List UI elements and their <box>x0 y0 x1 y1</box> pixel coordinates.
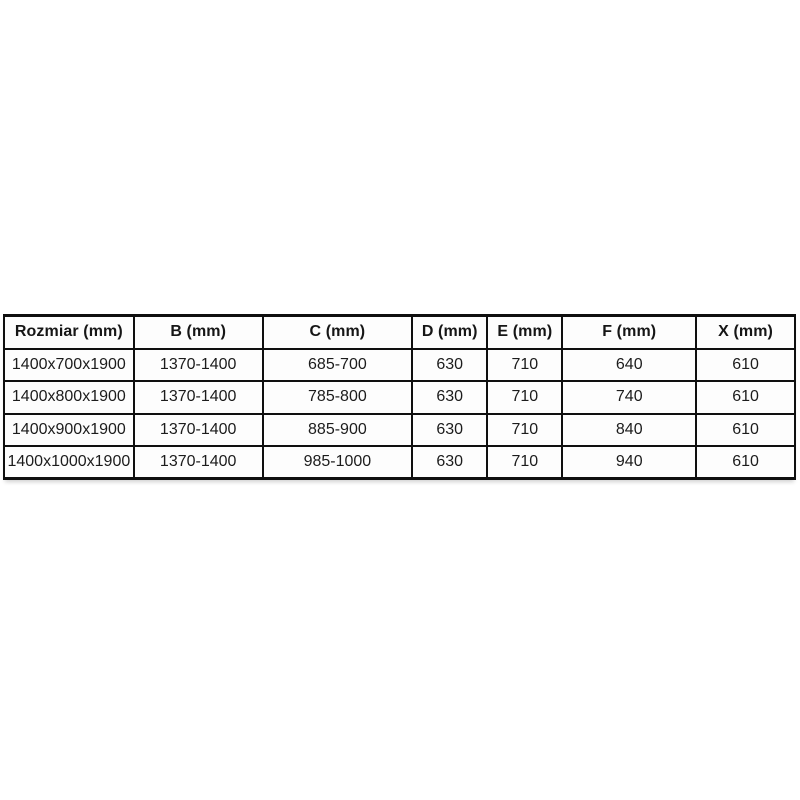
cell-d: 630 <box>411 347 489 382</box>
table-header: Rozmiar (mm) B (mm) C (mm) D (mm) E (mm)… <box>3 314 796 350</box>
cell-e: 710 <box>486 412 564 447</box>
cell-f: 740 <box>561 380 698 415</box>
table-row: 1400x800x1900 1370-1400 785-800 630 710 … <box>3 380 796 415</box>
spec-table-container: Rozmiar (mm) B (mm) C (mm) D (mm) E (mm)… <box>3 314 796 480</box>
cell-rozmiar: 1400x800x1900 <box>3 380 135 415</box>
cell-rozmiar: 1400x700x1900 <box>3 347 135 382</box>
cell-x: 610 <box>695 380 796 415</box>
table-row: 1400x900x1900 1370-1400 885-900 630 710 … <box>3 412 796 447</box>
cell-c: 685-700 <box>261 347 414 382</box>
column-header-c: C (mm) <box>261 314 414 350</box>
cell-e: 710 <box>486 445 564 480</box>
column-header-e: E (mm) <box>486 314 564 350</box>
column-header-rozmiar: Rozmiar (mm) <box>3 314 135 350</box>
cell-c: 785-800 <box>261 380 414 415</box>
table-row: 1400x1000x1900 1370-1400 985-1000 630 71… <box>3 445 796 480</box>
cell-b: 1370-1400 <box>132 347 264 382</box>
cell-d: 630 <box>411 380 489 415</box>
column-header-d: D (mm) <box>411 314 489 350</box>
cell-c: 885-900 <box>261 412 414 447</box>
cell-e: 710 <box>486 347 564 382</box>
cell-x: 610 <box>695 412 796 447</box>
cell-b: 1370-1400 <box>132 445 264 480</box>
cell-x: 610 <box>695 347 796 382</box>
column-header-b: B (mm) <box>132 314 264 350</box>
cell-rozmiar: 1400x1000x1900 <box>3 445 135 480</box>
cell-f: 840 <box>561 412 698 447</box>
cell-b: 1370-1400 <box>132 412 264 447</box>
cell-b: 1370-1400 <box>132 380 264 415</box>
cell-d: 630 <box>411 445 489 480</box>
cell-x: 610 <box>695 445 796 480</box>
table-body: 1400x700x1900 1370-1400 685-700 630 710 … <box>3 347 796 480</box>
cell-f: 940 <box>561 445 698 480</box>
cell-c: 985-1000 <box>261 445 414 480</box>
cell-f: 640 <box>561 347 698 382</box>
size-spec-table: Rozmiar (mm) B (mm) C (mm) D (mm) E (mm)… <box>3 314 796 480</box>
header-row: Rozmiar (mm) B (mm) C (mm) D (mm) E (mm)… <box>3 314 796 350</box>
cell-rozmiar: 1400x900x1900 <box>3 412 135 447</box>
cell-d: 630 <box>411 412 489 447</box>
column-header-f: F (mm) <box>561 314 698 350</box>
cell-e: 710 <box>486 380 564 415</box>
table-row: 1400x700x1900 1370-1400 685-700 630 710 … <box>3 347 796 382</box>
column-header-x: X (mm) <box>695 314 796 350</box>
